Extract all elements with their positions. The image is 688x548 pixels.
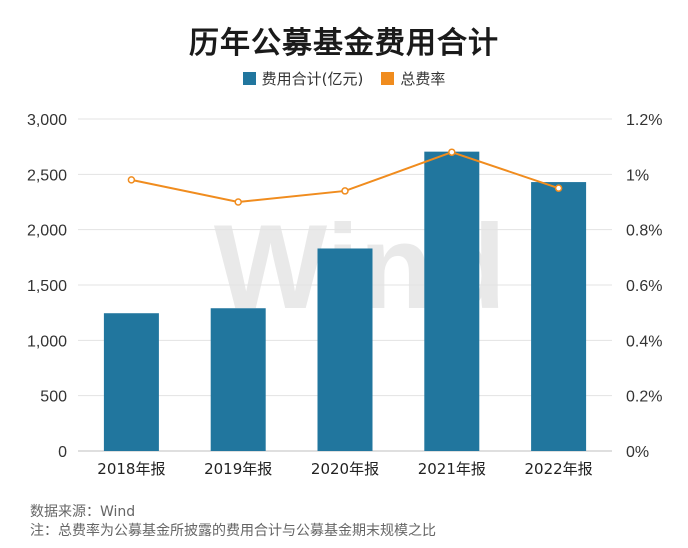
- y-left-tick-label: 3,000: [27, 112, 67, 129]
- bar: [103, 313, 159, 451]
- rate-point: [127, 176, 136, 184]
- legend-label-expense: 费用合计(亿元): [261, 70, 364, 88]
- footnotes: 数据来源：Wind 注：总费率为公募基金所披露的费用合计与公募基金期末规模之比: [30, 503, 436, 541]
- rate-point: [341, 187, 349, 195]
- rate-point: [554, 184, 563, 192]
- y-right-tick-label: 0.4%: [626, 333, 662, 350]
- x-tick-label: 2018年报: [97, 460, 165, 478]
- definition-note: 注：总费率为公募基金所披露的费用合计与公募基金期末规模之比: [30, 523, 436, 539]
- bar: [210, 308, 266, 451]
- legend: 费用合计(亿元) 总费率: [0, 68, 688, 89]
- rate-point: [448, 148, 456, 156]
- y-left-tick-label: 2,000: [27, 223, 67, 240]
- y-left-tick-label: 0: [58, 444, 67, 461]
- source-note: 数据来源：Wind: [30, 504, 136, 520]
- chart-title: 历年公募基金费用合计: [189, 26, 499, 61]
- y-right-tick-label: 1%: [626, 167, 649, 184]
- y-left-tick-label: 2,500: [27, 167, 67, 184]
- legend-item-rate[interactable]: 总费率: [381, 68, 445, 89]
- y-right-tick-label: 0.2%: [626, 389, 662, 406]
- y-right-tick-label: 0%: [626, 444, 649, 461]
- legend-item-expense[interactable]: 费用合计(亿元): [242, 68, 364, 89]
- x-tick-label: 2019年报: [204, 460, 272, 478]
- legend-swatch-rate: [381, 72, 395, 85]
- y-left-tick-label: 500: [40, 389, 67, 406]
- y-right-tick-label: 0.8%: [626, 223, 662, 240]
- y-left-tick-label: 1,000: [27, 333, 67, 350]
- bar: [531, 182, 587, 451]
- rate-point: [234, 198, 242, 206]
- legend-swatch-expense: [242, 72, 256, 85]
- legend-label-rate: 总费率: [400, 70, 446, 88]
- bar: [424, 151, 480, 451]
- y-right-tick-label: 0.6%: [626, 278, 662, 295]
- x-tick-label: 2020年报: [311, 460, 379, 478]
- x-tick-label: 2022年报: [525, 460, 593, 478]
- y-left-tick-label: 1,500: [27, 278, 67, 295]
- y-right-tick-label: 1.2%: [626, 112, 662, 129]
- x-tick-label: 2021年报: [418, 460, 486, 478]
- bar: [317, 248, 373, 451]
